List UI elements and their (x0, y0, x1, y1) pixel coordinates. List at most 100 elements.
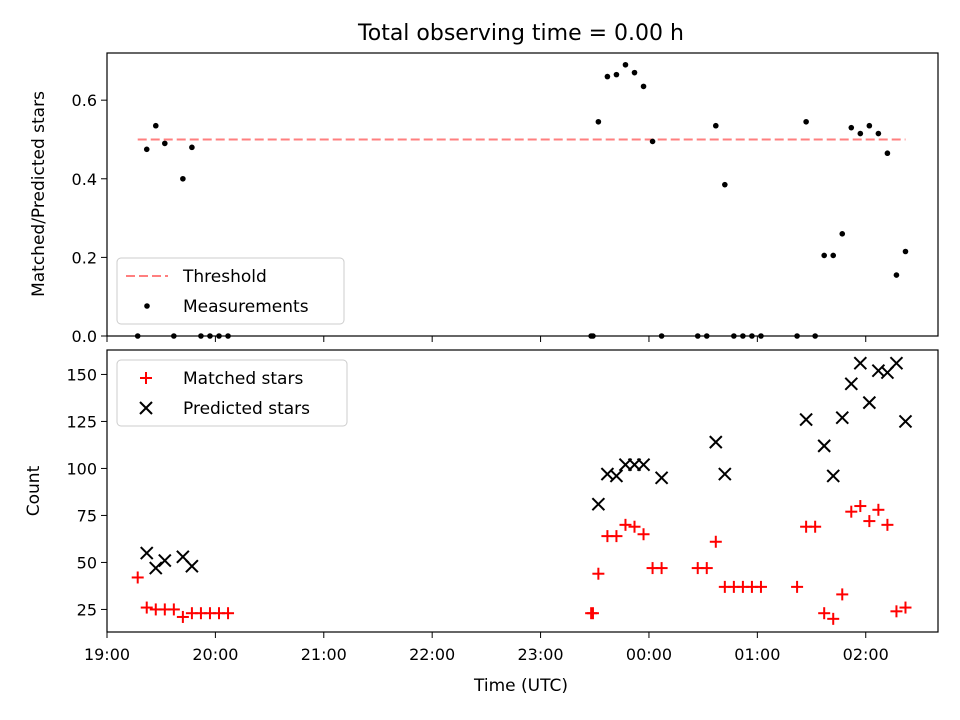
measurement-point (803, 118, 809, 125)
legend-threshold-label: Threshold (182, 267, 267, 287)
predicted-star-point (140, 546, 154, 560)
matched-star-point (881, 518, 894, 531)
matched-star-point (167, 603, 180, 616)
predicted-star-point (591, 497, 606, 511)
measurement-point (604, 73, 611, 80)
matched-star-point (700, 562, 713, 575)
matched-star-point (872, 503, 885, 516)
predicted-star-point (654, 471, 669, 485)
top-y-tick-label: 0.6 (72, 91, 97, 110)
matched-star-point (176, 610, 189, 623)
x-tick-label: 01:00 (734, 645, 780, 664)
bottom-y-tick-label: 50 (77, 553, 97, 572)
x-tick-label: 21:00 (301, 645, 347, 664)
predicted-star-point (826, 469, 840, 483)
matched-star-point (836, 588, 849, 601)
predicted-star-point (889, 356, 904, 370)
predicted-star-point (709, 435, 723, 449)
legend-matched-swatch (140, 372, 152, 384)
measurement-point (162, 140, 168, 147)
matched-star-point (845, 505, 858, 518)
x-tick-label: 22:00 (409, 645, 455, 664)
measurement-point (893, 272, 900, 278)
measurement-point (595, 118, 602, 125)
measurement-point (712, 122, 719, 129)
top-y-tick-label: 0.4 (72, 170, 97, 189)
measurement-point (839, 231, 846, 237)
matched-star-point (610, 530, 623, 543)
measurement-point (649, 138, 656, 145)
measurement-point (613, 71, 620, 78)
measurement-point (143, 146, 150, 153)
measurement-point (631, 69, 638, 76)
bottom-legend-box (116, 359, 348, 427)
predicted-star-point (844, 377, 858, 391)
bottom-y-tick-label: 125 (66, 412, 97, 431)
top-plot-area: 0.0 0.2 0.4 0.6 (72, 52, 939, 346)
x-tick-label: 02:00 (843, 645, 889, 664)
measurement-point (830, 252, 837, 259)
top-plot-frame (106, 52, 939, 337)
predicted-star-point (799, 412, 813, 427)
predicted-star-point (185, 559, 199, 573)
matched-star-point (637, 528, 650, 541)
bottom-y-tick-label: 75 (77, 506, 97, 525)
bottom-y-tick-label: 150 (66, 365, 97, 384)
predicted-star-point (718, 467, 732, 481)
top-legend: Threshold Measurements (116, 257, 345, 325)
matched-star-point (131, 571, 144, 584)
matched-star-point (827, 612, 840, 625)
measurement-point (902, 248, 909, 255)
bottom-y-tick-label: 100 (66, 459, 97, 478)
legend-measurement-swatch (144, 303, 150, 309)
matched-star-point (791, 580, 804, 593)
matched-star-point (863, 515, 876, 528)
x-tick-label: 19:00 (84, 645, 130, 664)
measurement-point (622, 61, 629, 68)
predicted-star-point (817, 439, 831, 453)
top-legend-box (116, 257, 345, 325)
top-y-tick-label: 0.0 (72, 327, 97, 346)
predicted-star-point (862, 395, 877, 410)
x-axis-label: Time (UTC) (473, 676, 568, 696)
measurement-point (875, 130, 882, 137)
matched-star-point (709, 535, 722, 548)
chart-title: Total observing time = 0.00 h (357, 21, 684, 46)
legend-matched-label: Matched stars (183, 369, 303, 389)
measurement-point (189, 144, 195, 151)
matched-star-point (619, 518, 632, 531)
matched-star-point (592, 567, 605, 580)
bottom-y-axis-label: Count (24, 465, 44, 516)
predicted-star-point (835, 410, 849, 425)
predicted-star-point (149, 561, 163, 575)
measurement-point (821, 252, 827, 259)
measurement-point (848, 124, 855, 131)
measurement-point (722, 181, 728, 188)
matched-star-point (854, 500, 867, 513)
predicted-star-point (898, 414, 913, 429)
bottom-plot-frame (106, 349, 939, 633)
bottom-plot-area: 25 50 75 100 125 150 19:00 20:00 21:00 22:00 23:00… (66, 349, 939, 664)
x-tick-label: 00:00 (626, 645, 672, 664)
measurement-point (180, 175, 186, 182)
measurement-point (152, 122, 159, 129)
matched-star-point (140, 601, 153, 614)
matched-star-point (890, 605, 903, 618)
top-y-axis-label: Matched/Predicted stars (29, 91, 49, 297)
matched-star-point (809, 520, 822, 533)
bottom-legend: Matched stars Predicted stars (116, 359, 348, 427)
matched-star-point (628, 520, 641, 533)
matched-star-point (586, 607, 599, 620)
predicted-star-point (158, 553, 172, 568)
x-tick-label: 23:00 (518, 645, 564, 664)
matched-star-point (222, 607, 235, 620)
measurement-point (857, 130, 864, 137)
matched-star-point (754, 580, 767, 593)
legend-predicted-swatch (139, 401, 153, 415)
bottom-y-tick-label: 25 (77, 600, 97, 619)
measurement-point (884, 150, 891, 157)
matched-star-point (655, 562, 668, 575)
x-tick-label: 20:00 (192, 645, 238, 664)
measurement-point (866, 122, 873, 129)
